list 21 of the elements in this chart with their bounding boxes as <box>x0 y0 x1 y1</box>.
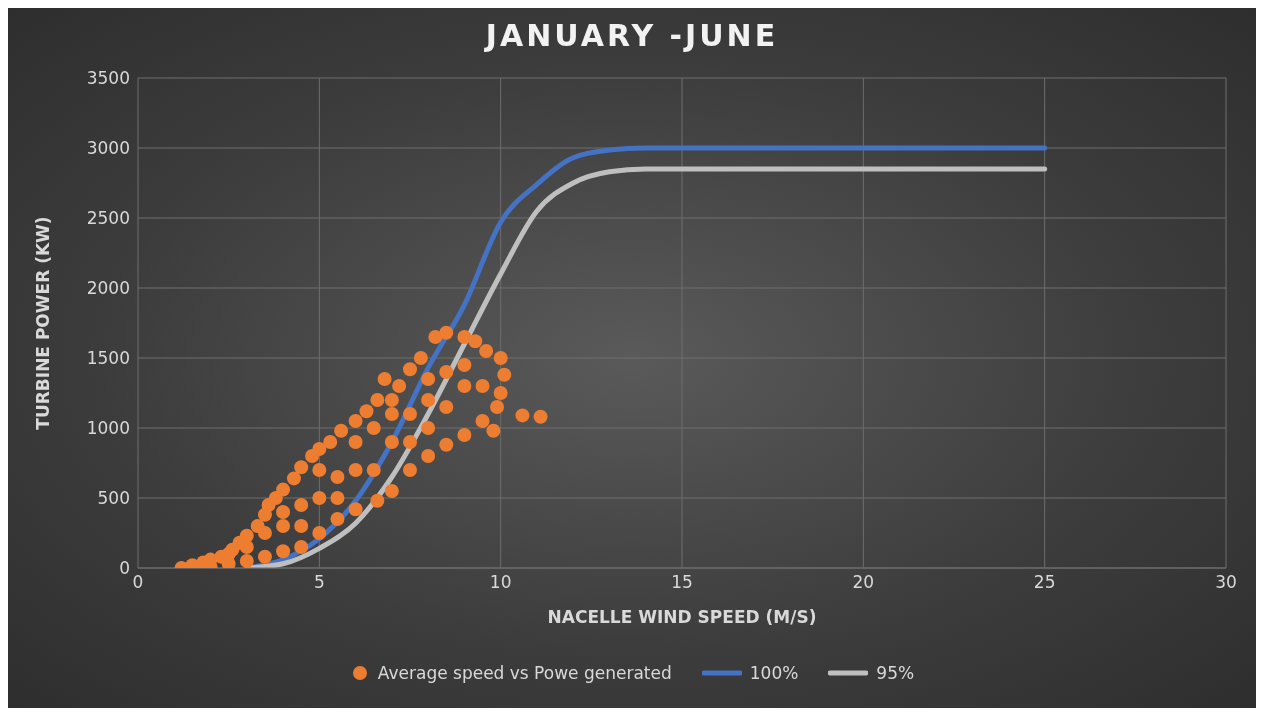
y-tick-label: 500 <box>97 488 130 509</box>
y-tick-label: 1500 <box>86 348 130 369</box>
x-tick-label: 30 <box>1215 572 1237 593</box>
x-tick-label: 5 <box>313 572 325 593</box>
x-tick-label: 0 <box>132 572 144 593</box>
x-tick-label: 25 <box>1033 572 1056 593</box>
legend-label: 95% <box>876 663 915 683</box>
chart-title: JANUARY -JUNE <box>483 18 780 55</box>
legend-label: 100% <box>749 663 799 683</box>
legend-label: Average speed vs Powe generated <box>377 663 672 683</box>
y-tick-label: 1000 <box>86 418 130 439</box>
x-tick-label: 15 <box>671 572 693 593</box>
y-tick-label: 3500 <box>86 68 130 89</box>
y-tick-label: 2000 <box>86 278 130 299</box>
y-tick-label: 0 <box>119 558 130 579</box>
x-tick-label: 10 <box>489 572 512 593</box>
y-tick-label: 3000 <box>86 138 130 159</box>
x-axis-title: NACELLE WIND SPEED (M/S) <box>547 607 817 627</box>
y-axis-title: TURBINE POWER (KW) <box>33 216 54 430</box>
x-tick-label: 20 <box>852 572 875 593</box>
y-tick-label: 2500 <box>86 208 130 229</box>
